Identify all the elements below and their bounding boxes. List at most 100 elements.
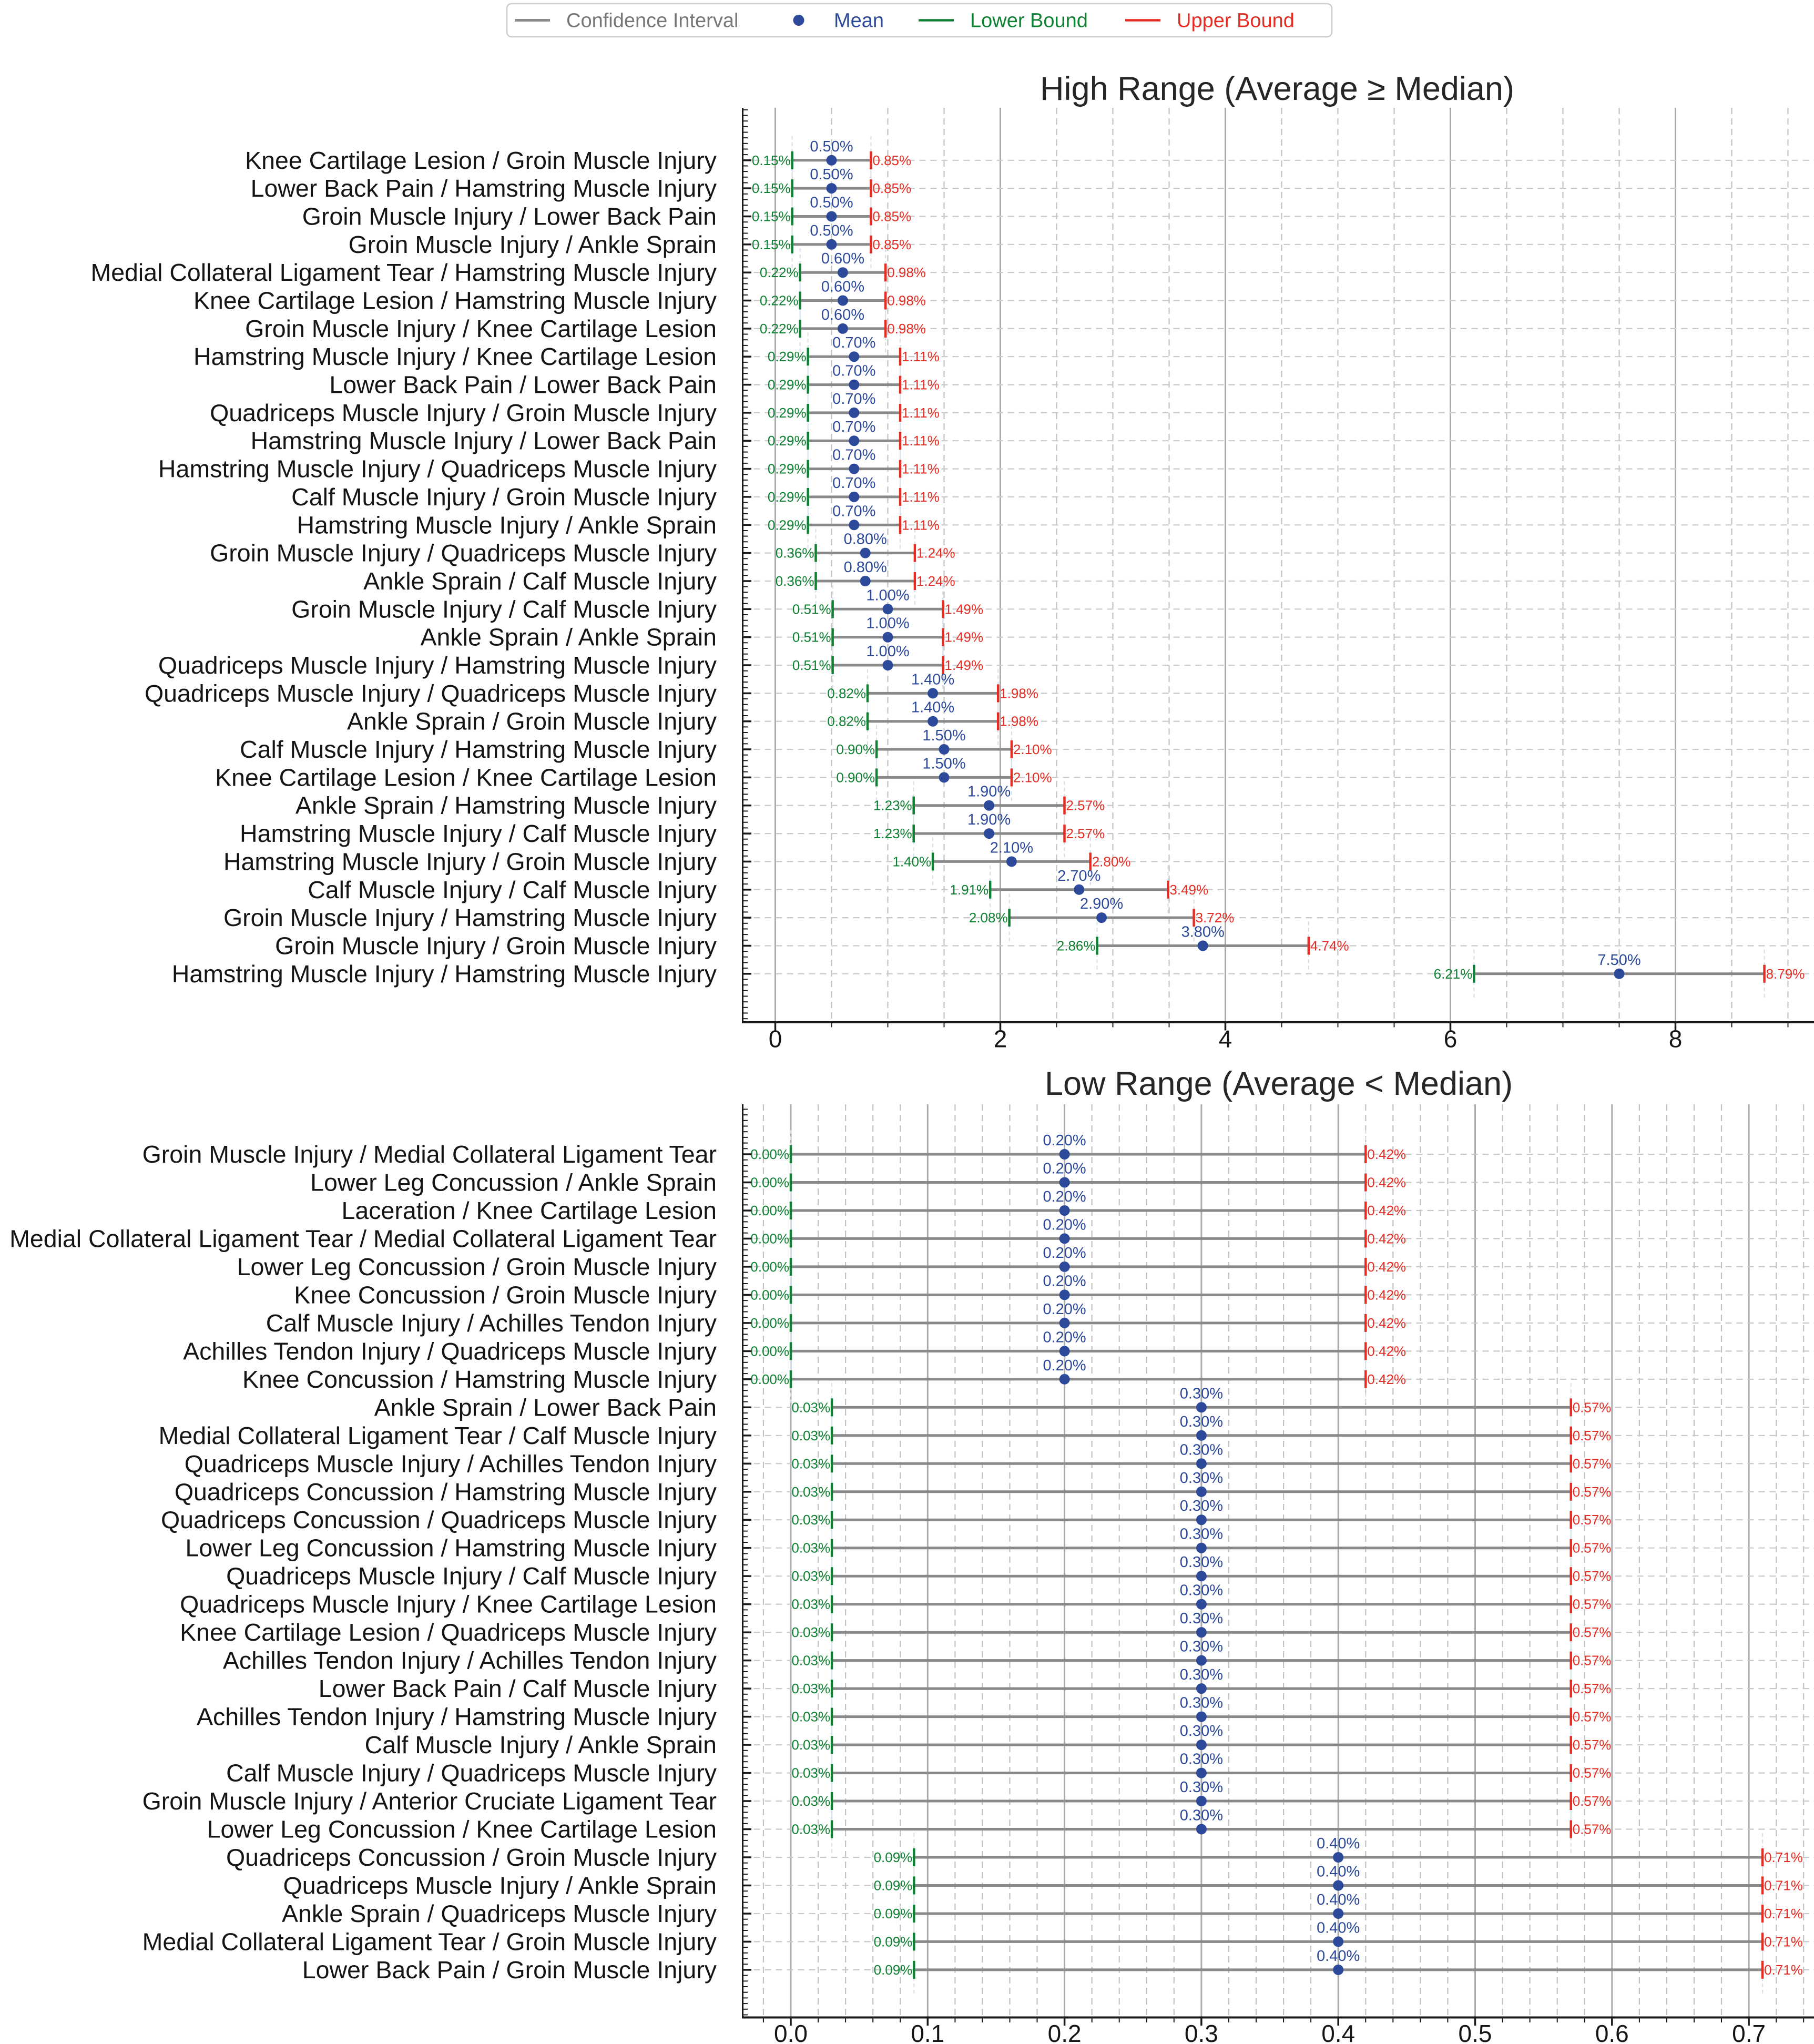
svg-text:0.85%: 0.85%: [872, 180, 911, 196]
svg-text:2: 2: [994, 1025, 1007, 1053]
svg-text:0.00%: 0.00%: [750, 1315, 789, 1331]
svg-text:2.10%: 2.10%: [990, 839, 1033, 856]
svg-text:0.03%: 0.03%: [791, 1681, 830, 1696]
svg-text:0.57%: 0.57%: [1573, 1737, 1612, 1753]
svg-text:0.1: 0.1: [911, 2020, 944, 2044]
svg-text:0.40%: 0.40%: [1317, 1892, 1360, 1908]
svg-text:0.51%: 0.51%: [792, 601, 831, 617]
svg-text:0.30%: 0.30%: [1180, 1470, 1223, 1487]
svg-text:2.08%: 2.08%: [969, 910, 1008, 926]
svg-text:2.90%: 2.90%: [1080, 896, 1123, 912]
svg-text:Laceration / Knee Cartilage Le: Laceration / Knee Cartilage Lesion: [342, 1197, 717, 1224]
svg-text:0.15%: 0.15%: [752, 209, 791, 225]
svg-text:2.70%: 2.70%: [1057, 868, 1100, 884]
svg-text:8.79%: 8.79%: [1766, 966, 1805, 982]
svg-text:Medial Collateral Ligament Tea: Medial Collateral Ligament Tear / Calf M…: [159, 1422, 717, 1449]
svg-text:Lower Leg Concussion / Ankle S: Lower Leg Concussion / Ankle Sprain: [310, 1169, 717, 1196]
svg-text:0.42%: 0.42%: [1367, 1146, 1406, 1162]
svg-text:0.70%: 0.70%: [832, 447, 875, 464]
svg-text:1.00%: 1.00%: [866, 615, 909, 632]
svg-text:0.29%: 0.29%: [768, 461, 807, 477]
svg-text:Knee Concussion / Hamstring Mu: Knee Concussion / Hamstring Muscle Injur…: [242, 1366, 717, 1393]
svg-text:0.57%: 0.57%: [1573, 1540, 1612, 1556]
svg-text:Knee Cartilage Lesion / Knee C: Knee Cartilage Lesion / Knee Cartilage L…: [215, 764, 717, 791]
svg-text:Groin Muscle Injury / Lower Ba: Groin Muscle Injury / Lower Back Pain: [302, 203, 717, 230]
svg-text:Hamstring Muscle Injury / Ankl: Hamstring Muscle Injury / Ankle Sprain: [297, 511, 717, 538]
svg-text:1.98%: 1.98%: [1000, 714, 1038, 729]
svg-text:Achilles Tendon Injury / Quadr: Achilles Tendon Injury / Quadriceps Musc…: [183, 1337, 717, 1365]
svg-text:0.50%: 0.50%: [810, 166, 853, 183]
svg-text:0.80%: 0.80%: [844, 559, 887, 576]
svg-text:Hamstring Muscle Injury / Hams: Hamstring Muscle Injury / Hamstring Musc…: [172, 960, 717, 988]
svg-text:2.10%: 2.10%: [1013, 741, 1052, 757]
svg-text:Confidence Interval: Confidence Interval: [566, 10, 738, 32]
svg-text:0.2: 0.2: [1048, 2020, 1082, 2044]
svg-text:0.70%: 0.70%: [832, 391, 875, 408]
svg-text:0.15%: 0.15%: [752, 180, 791, 196]
svg-text:0.00%: 0.00%: [750, 1371, 789, 1387]
svg-text:Calf Muscle Injury / Ankle Spr: Calf Muscle Injury / Ankle Sprain: [365, 1731, 717, 1758]
svg-text:Lower Back Pain / Groin Muscle: Lower Back Pain / Groin Muscle Injury: [302, 1956, 717, 1984]
svg-text:1.98%: 1.98%: [1000, 685, 1038, 701]
svg-text:0.57%: 0.57%: [1573, 1709, 1612, 1725]
svg-text:0.03%: 0.03%: [791, 1653, 830, 1669]
svg-text:0.30%: 0.30%: [1180, 1723, 1223, 1740]
svg-text:0.03%: 0.03%: [791, 1456, 830, 1471]
svg-text:0: 0: [769, 1025, 782, 1053]
svg-text:3.80%: 3.80%: [1181, 924, 1225, 941]
svg-text:Quadriceps Concussion / Groin: Quadriceps Concussion / Groin Muscle Inj…: [226, 1844, 717, 1871]
svg-text:0.50%: 0.50%: [810, 138, 853, 155]
svg-text:0.42%: 0.42%: [1367, 1343, 1406, 1359]
svg-text:0.50%: 0.50%: [810, 195, 853, 211]
svg-text:0.03%: 0.03%: [791, 1399, 830, 1415]
svg-text:0.42%: 0.42%: [1367, 1315, 1406, 1331]
svg-text:0.30%: 0.30%: [1180, 1666, 1223, 1683]
svg-text:0.42%: 0.42%: [1367, 1203, 1406, 1218]
svg-text:1.24%: 1.24%: [916, 545, 955, 561]
svg-text:0.82%: 0.82%: [827, 714, 866, 729]
svg-text:0.57%: 0.57%: [1573, 1793, 1612, 1809]
svg-text:1.11%: 1.11%: [902, 461, 940, 477]
svg-text:0.42%: 0.42%: [1367, 1371, 1406, 1387]
svg-text:0.3: 0.3: [1185, 2020, 1218, 2044]
svg-text:0.03%: 0.03%: [791, 1822, 830, 1837]
svg-text:0.03%: 0.03%: [791, 1540, 830, 1556]
svg-text:0.90%: 0.90%: [836, 769, 875, 785]
svg-text:Hamstring Muscle Injury / Calf: Hamstring Muscle Injury / Calf Muscle In…: [240, 820, 717, 847]
svg-text:0.57%: 0.57%: [1573, 1456, 1612, 1471]
svg-text:2.86%: 2.86%: [1057, 938, 1096, 954]
svg-text:1.49%: 1.49%: [944, 601, 983, 617]
svg-text:0.29%: 0.29%: [768, 489, 807, 505]
svg-text:0.03%: 0.03%: [791, 1737, 830, 1753]
svg-text:0.42%: 0.42%: [1367, 1287, 1406, 1303]
svg-text:0.09%: 0.09%: [874, 1934, 913, 1949]
svg-text:2.57%: 2.57%: [1066, 826, 1105, 841]
svg-text:2.57%: 2.57%: [1066, 798, 1105, 813]
svg-text:0.20%: 0.20%: [1043, 1301, 1086, 1318]
svg-text:0.03%: 0.03%: [791, 1484, 830, 1500]
svg-text:0.00%: 0.00%: [750, 1146, 789, 1162]
svg-text:Lower Bound: Lower Bound: [970, 10, 1088, 32]
svg-text:0.98%: 0.98%: [887, 265, 926, 280]
svg-text:High Range (Average ≥ Median): High Range (Average ≥ Median): [1040, 70, 1514, 107]
svg-text:Calf Muscle Injury / Groin Mus: Calf Muscle Injury / Groin Muscle Injury: [291, 483, 717, 511]
svg-text:Knee Concussion / Groin Muscle: Knee Concussion / Groin Muscle Injury: [294, 1281, 717, 1308]
svg-text:6.21%: 6.21%: [1434, 966, 1473, 982]
svg-text:1.11%: 1.11%: [902, 489, 940, 505]
svg-text:Quadriceps Muscle Injury / Kne: Quadriceps Muscle Injury / Knee Cartilag…: [180, 1591, 717, 1618]
svg-text:Lower Leg Concussion / Groin M: Lower Leg Concussion / Groin Muscle Inju…: [237, 1253, 717, 1280]
svg-text:0.03%: 0.03%: [791, 1709, 830, 1725]
svg-text:0.82%: 0.82%: [827, 685, 866, 701]
svg-text:Calf Muscle Injury / Calf Musc: Calf Muscle Injury / Calf Muscle Injury: [308, 876, 717, 903]
svg-text:0.09%: 0.09%: [874, 1849, 913, 1865]
svg-text:Groin Muscle Injury / Anterior: Groin Muscle Injury / Anterior Cruciate …: [142, 1787, 717, 1815]
svg-text:0.20%: 0.20%: [1043, 1273, 1086, 1289]
svg-text:0.57%: 0.57%: [1573, 1568, 1612, 1584]
svg-text:0.40%: 0.40%: [1317, 1948, 1360, 1965]
svg-text:1.11%: 1.11%: [902, 405, 940, 421]
svg-text:0.70%: 0.70%: [832, 475, 875, 492]
svg-text:1.24%: 1.24%: [916, 573, 955, 589]
svg-text:3.49%: 3.49%: [1169, 882, 1208, 898]
svg-text:1.90%: 1.90%: [967, 784, 1011, 800]
svg-text:Medial Collateral Ligament Tea: Medial Collateral Ligament Tear / Medial…: [9, 1225, 717, 1252]
